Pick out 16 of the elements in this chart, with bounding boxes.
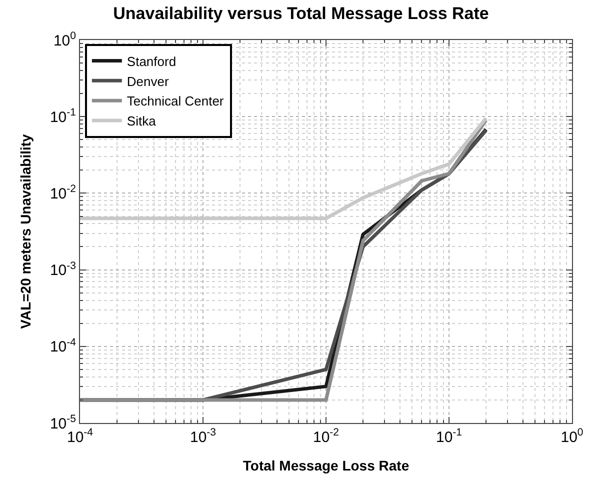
x-axis-title: Total Message Loss Rate	[242, 457, 410, 474]
y-tick-label: 10$^{-2}$	[50, 183, 76, 202]
legend-label: Technical Center	[126, 94, 224, 109]
y-tick-label: 10$^{-4}$	[50, 336, 76, 356]
y-tick-label: 10$^{-3}$	[50, 260, 76, 280]
y-tick-label: 10$^{0}$	[53, 30, 76, 50]
y-axis-title: VAL=20 meters Unavailability	[18, 134, 34, 329]
chart-title: Unavailability versus Total Message Loss Rate	[113, 4, 489, 24]
legend-label: Stanford	[126, 54, 176, 69]
legend-label: Sitka	[126, 114, 157, 129]
legend-label: Denver	[126, 74, 170, 89]
x-tick-label: 10$^{-1}$	[436, 426, 462, 446]
y-tick-label: 10$^{-1}$	[50, 106, 76, 126]
x-tick-label: 10$^{-2}$	[312, 426, 340, 446]
x-tick-label: 10$^{-3}$	[190, 426, 216, 446]
x-tick-label: 10$^{0}$	[560, 426, 584, 446]
